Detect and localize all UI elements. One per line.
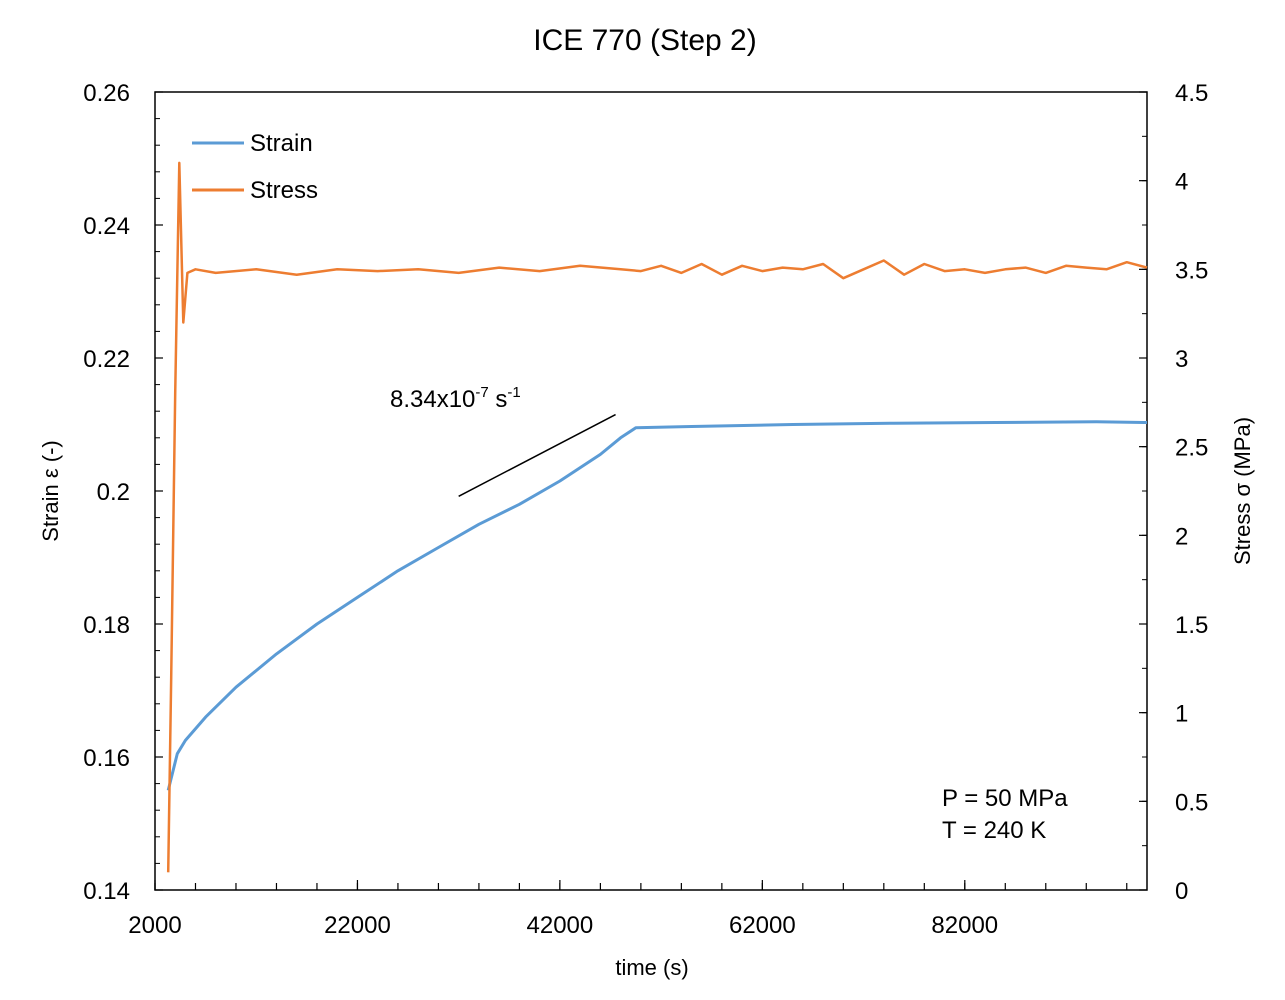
x-tick-label: 2000 xyxy=(128,912,181,939)
y-left-tick-label: 0.14 xyxy=(83,878,130,905)
y-left-tick-label: 0.26 xyxy=(83,80,130,107)
y-right-axis-label: Stress σ (MPa) xyxy=(1230,417,1255,565)
x-tick-label: 42000 xyxy=(527,912,594,939)
y-right-tick-label: 2.5 xyxy=(1175,435,1208,462)
x-tick-label: 22000 xyxy=(324,912,391,939)
y-right-tick-label: 4.5 xyxy=(1175,80,1208,107)
legend-stress-label: Stress xyxy=(250,177,318,204)
x-axis-ticks: 2000 22000 42000 62000 82000 xyxy=(128,880,1128,939)
y-left-axis-label: Strain ε (-) xyxy=(38,440,63,541)
y-left-tick-label: 0.2 xyxy=(97,479,130,506)
y-right-tick-label: 1.5 xyxy=(1175,612,1208,639)
y-right-tick-label: 3.5 xyxy=(1175,257,1208,284)
y-right-axis-ticks: 0 0.5 1 1.5 2 2.5 3 3.5 4 4.5 xyxy=(1139,80,1208,905)
x-axis-label: time (s) xyxy=(615,955,688,980)
stress-series-line xyxy=(166,161,1148,873)
y-left-axis-ticks: 0.14 0.16 0.18 0.2 0.22 0.24 0.26 xyxy=(83,80,163,905)
y-right-tick-label: 2 xyxy=(1175,523,1188,550)
y-left-tick-label: 0.16 xyxy=(83,745,130,772)
plot-area xyxy=(154,91,1148,891)
y-left-tick-label: 0.18 xyxy=(83,612,130,639)
y-left-tick-label: 0.22 xyxy=(83,346,130,373)
slope-annotation: 8.34x10-7 s-1 xyxy=(390,384,521,413)
strain-series-line xyxy=(166,420,1148,791)
condition-temperature: T = 240 K xyxy=(942,817,1046,844)
x-tick-label: 62000 xyxy=(729,912,796,939)
y-right-tick-label: 1 xyxy=(1175,701,1188,728)
y-right-tick-label: 0.5 xyxy=(1175,789,1208,816)
condition-pressure: P = 50 MPa xyxy=(942,785,1068,812)
chart-title: ICE 770 (Step 2) xyxy=(533,24,756,57)
y-left-tick-label: 0.24 xyxy=(83,213,130,240)
y-right-tick-label: 4 xyxy=(1175,169,1188,196)
y-right-tick-label: 0 xyxy=(1175,878,1188,905)
legend: Strain Stress xyxy=(192,130,318,204)
slope-indicator-line xyxy=(458,413,616,497)
x-tick-label: 82000 xyxy=(931,912,998,939)
legend-strain-label: Strain xyxy=(250,130,313,157)
y-right-tick-label: 3 xyxy=(1175,346,1188,373)
